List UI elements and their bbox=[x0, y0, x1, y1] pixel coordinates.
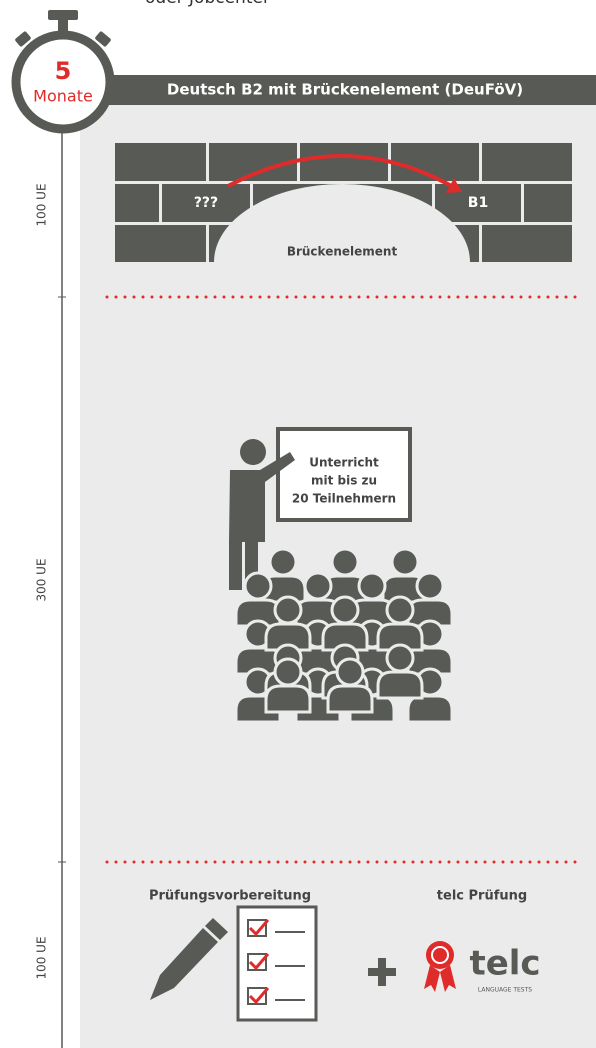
arrow-head bbox=[446, 178, 462, 193]
board-text: Unterricht bbox=[309, 456, 379, 470]
exam-label: telc Prüfung bbox=[437, 889, 527, 904]
top-note: oder Jobcenter bbox=[145, 0, 270, 8]
student-head bbox=[385, 595, 415, 625]
telc-logo: telc bbox=[469, 944, 540, 984]
student-head bbox=[330, 547, 360, 577]
student-head bbox=[357, 571, 387, 601]
bridge-arrow bbox=[227, 154, 456, 190]
student-head bbox=[330, 595, 360, 625]
student-head bbox=[268, 547, 298, 577]
course-title: Deutsch B2 mit Brückenelement (DeuFöV) bbox=[167, 81, 523, 99]
student-head bbox=[390, 547, 420, 577]
duration-number: 5 bbox=[55, 57, 72, 85]
teacher bbox=[229, 439, 295, 590]
board-text: mit bis zu bbox=[311, 474, 377, 488]
bridge-to: B1 bbox=[468, 195, 488, 211]
pencil bbox=[150, 918, 228, 1000]
board bbox=[276, 427, 412, 522]
bridge-label: Brückenelement bbox=[287, 245, 398, 259]
student-body bbox=[326, 684, 374, 714]
bridge-from: ??? bbox=[194, 195, 218, 211]
duration-unit: Monate bbox=[33, 87, 93, 106]
ue-label: 100 UE bbox=[35, 936, 49, 979]
student-head bbox=[273, 595, 303, 625]
arch bbox=[214, 184, 470, 262]
student-head bbox=[335, 657, 365, 687]
student-head bbox=[273, 657, 303, 687]
stopwatch bbox=[11, 10, 115, 134]
telc-sub: LANGUAGE TESTS bbox=[478, 987, 532, 994]
plus bbox=[368, 958, 396, 986]
board-text: 20 Teilnehmern bbox=[292, 492, 396, 506]
telc-rosette bbox=[424, 941, 456, 992]
student-body bbox=[264, 684, 312, 714]
header-bar bbox=[80, 75, 596, 105]
checklist bbox=[236, 905, 318, 1022]
student-head bbox=[385, 643, 415, 673]
student-body bbox=[376, 670, 424, 700]
student-head bbox=[243, 571, 273, 601]
student-head bbox=[303, 571, 333, 601]
student-body bbox=[406, 694, 454, 724]
student-body bbox=[264, 622, 312, 652]
ue-label: 100 UE bbox=[35, 183, 49, 226]
students bbox=[234, 547, 454, 724]
prep-label: Prüfungsvorbereitung bbox=[149, 889, 311, 904]
ue-label: 300 UE bbox=[35, 558, 49, 601]
student-body bbox=[321, 622, 369, 652]
student-head bbox=[415, 571, 445, 601]
student-body bbox=[376, 622, 424, 652]
